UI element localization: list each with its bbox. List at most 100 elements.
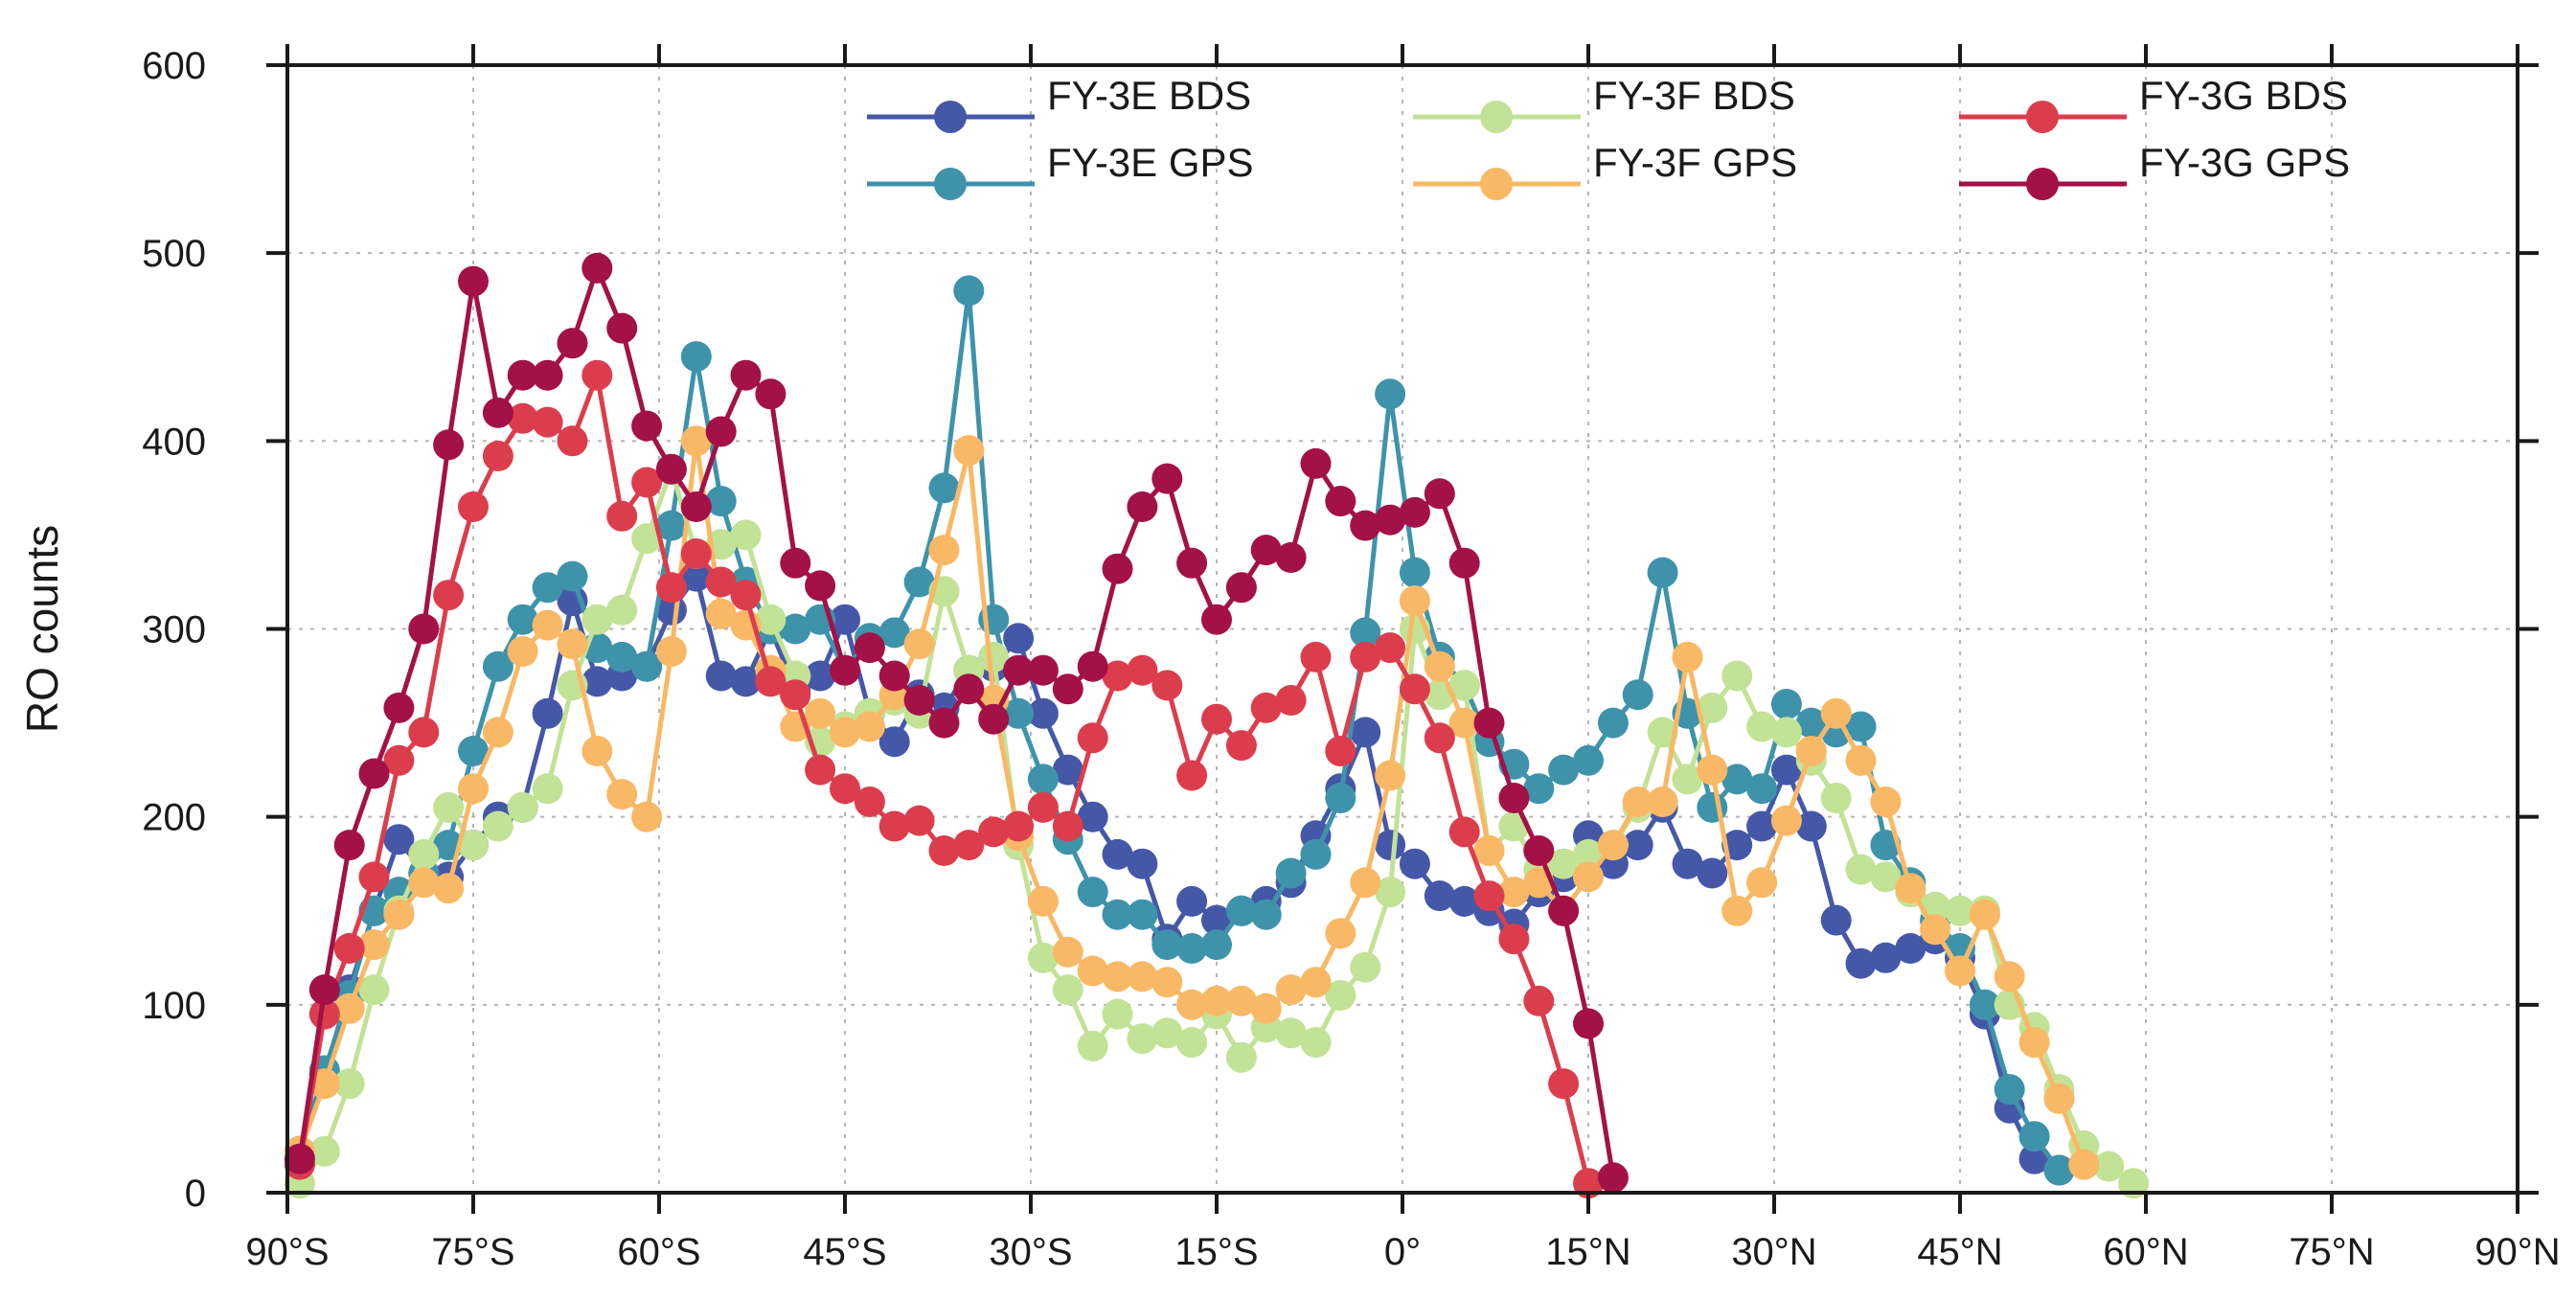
data-point	[1721, 830, 1753, 861]
data-point	[1399, 496, 1430, 528]
data-point	[1448, 816, 1480, 848]
data-point	[333, 830, 365, 861]
data-point	[308, 1068, 340, 1100]
data-point	[730, 580, 762, 611]
data-point	[1127, 654, 1158, 686]
data-point	[878, 810, 910, 842]
data-point	[1375, 632, 1406, 664]
data-point	[1052, 810, 1083, 842]
data-point	[1325, 918, 1356, 949]
data-point	[1895, 933, 1926, 964]
data-point	[680, 491, 712, 522]
data-point	[1225, 895, 1257, 926]
legend: FY-3E BDS FY-3E GPS FY-3F BDS FY-3F GPS FY-3…	[867, 73, 2350, 200]
data-point	[458, 830, 489, 861]
data-point	[1300, 447, 1332, 479]
data-point	[1969, 989, 2000, 1020]
data-point	[1052, 974, 1083, 1006]
data-point	[830, 654, 860, 686]
legend-label: FY-3F GPS	[1593, 140, 1797, 185]
data-point	[1573, 838, 1604, 870]
data-point	[433, 429, 465, 461]
data-point	[1672, 848, 1703, 879]
data-point	[1275, 685, 1307, 716]
data-point	[581, 736, 613, 766]
data-point	[1225, 985, 1257, 1016]
data-point	[2018, 1121, 2050, 1152]
x-tick-label: 30°N	[1731, 1231, 1816, 1273]
data-point	[1350, 867, 1381, 899]
data-point	[1176, 1027, 1208, 1059]
data-point	[606, 779, 638, 810]
data-point	[1225, 572, 1257, 604]
data-point	[482, 441, 513, 471]
data-point	[1325, 783, 1356, 813]
data-point	[928, 472, 960, 504]
data-point	[1250, 992, 1282, 1024]
data-point	[1250, 535, 1282, 566]
data-point	[978, 816, 1010, 848]
data-point	[507, 359, 538, 391]
data-point	[1523, 985, 1555, 1016]
data-point	[1424, 650, 1455, 682]
data-point	[1102, 961, 1133, 992]
data-point	[1647, 717, 1678, 748]
data-point	[1721, 764, 1753, 795]
data-point	[1697, 754, 1728, 786]
data-point	[532, 359, 563, 391]
data-point	[1077, 955, 1108, 987]
data-point	[680, 341, 712, 373]
data-point	[631, 801, 663, 832]
x-tick-label: 90°S	[245, 1231, 329, 1273]
data-point	[655, 636, 687, 667]
data-point	[1945, 895, 1975, 926]
data-point	[805, 754, 836, 786]
data-point	[1399, 848, 1430, 879]
data-point	[1151, 463, 1183, 494]
data-point	[507, 402, 538, 434]
data-point	[507, 636, 538, 667]
x-tick-label: 15°N	[1545, 1231, 1630, 1273]
data-point	[1622, 679, 1653, 711]
data-point	[1027, 942, 1059, 973]
data-point	[1845, 711, 1877, 742]
data-point	[308, 974, 340, 1006]
data-point	[928, 535, 960, 566]
data-point	[1102, 998, 1133, 1030]
data-point	[1151, 1017, 1183, 1049]
data-point	[458, 773, 489, 805]
data-point	[830, 773, 860, 805]
legend-label: FY-3E BDS	[1047, 73, 1251, 118]
data-point	[1151, 967, 1183, 998]
data-point	[1375, 378, 1406, 410]
series-fy-3g-gps	[284, 252, 1629, 1194]
data-point	[953, 673, 985, 705]
data-point	[1003, 810, 1035, 842]
data-point	[978, 641, 1010, 673]
data-point	[1350, 641, 1381, 673]
x-tick-label: 60°S	[617, 1231, 700, 1273]
data-point	[705, 660, 737, 692]
data-point	[928, 707, 960, 739]
data-point	[830, 717, 860, 748]
y-tick-label: 100	[142, 985, 206, 1027]
data-point	[1820, 697, 1852, 729]
series-fy-3g-bds	[284, 359, 1604, 1199]
data-point	[333, 992, 365, 1024]
data-point	[581, 359, 613, 391]
data-point	[1969, 899, 2000, 930]
legend-item: FY-3F GPS	[1413, 140, 1797, 200]
data-point	[1746, 711, 1778, 742]
data-point	[878, 617, 910, 649]
data-point	[903, 566, 935, 598]
data-point	[1448, 885, 1480, 917]
data-point	[1375, 760, 1406, 791]
data-point	[705, 598, 737, 629]
data-point	[1102, 899, 1133, 930]
data-point	[1721, 895, 1753, 926]
data-point	[1176, 547, 1208, 579]
data-point	[1102, 553, 1133, 584]
data-point	[1523, 773, 1555, 805]
data-point	[1498, 783, 1530, 813]
data-point	[1746, 810, 1778, 842]
